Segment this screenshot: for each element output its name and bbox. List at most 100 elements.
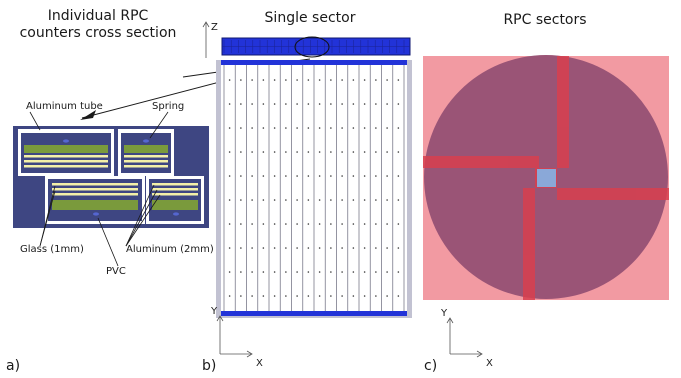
label-pvc: PVC: [106, 266, 126, 277]
wire-dot: [330, 127, 332, 129]
wire-dot: [330, 295, 332, 297]
wire-dot: [330, 151, 332, 153]
spring-icon: [143, 139, 149, 143]
wire-dot: [262, 295, 265, 297]
wire-dot: [375, 175, 377, 177]
wire-dot: [262, 247, 265, 249]
wire-dot: [273, 199, 276, 201]
wire-dot: [352, 271, 355, 273]
wire-dot: [363, 271, 366, 273]
label-aluminum-2mm: Aluminum (2mm): [126, 244, 214, 255]
wire-dot: [352, 199, 355, 201]
wire-dot: [318, 175, 321, 177]
wire-dot: [375, 271, 377, 273]
wire-dot: [318, 103, 321, 105]
panel-a-title-line1: Individual RPC: [48, 8, 149, 24]
wire-dot: [330, 79, 332, 81]
wire-dot: [386, 103, 388, 105]
panel-a-title-line2: counters cross section: [20, 25, 177, 41]
wire-dot: [341, 271, 343, 273]
wire-dot: [375, 247, 377, 249]
wire-dot: [240, 103, 242, 105]
wire-dot: [318, 127, 321, 129]
wire-dot: [318, 79, 321, 81]
wire-dot: [330, 103, 332, 105]
wire-dot: [296, 151, 298, 153]
panel-c-axis-y-label: Y: [440, 308, 448, 319]
wire-dot: [352, 223, 355, 225]
wire-dot: [228, 79, 231, 81]
wire-dot: [273, 271, 276, 273]
wire-dot: [240, 247, 242, 249]
wire-dot: [318, 295, 321, 297]
wire-dot: [363, 223, 366, 225]
panel-b-label: b): [202, 358, 216, 374]
wire-dot: [386, 247, 388, 249]
wire-dot: [285, 103, 287, 105]
panel-c-label: c): [424, 358, 437, 374]
wire-dot: [262, 79, 265, 81]
axis-y-label: Y: [210, 306, 218, 317]
spring-icon: [93, 212, 99, 216]
wire-dot: [375, 127, 377, 129]
wire-dot: [296, 103, 298, 105]
strip-segments: [222, 40, 410, 53]
wire-dot: [251, 151, 253, 153]
wire-dot: [285, 295, 287, 297]
wire-dot: [375, 79, 377, 81]
wire-dot: [240, 199, 242, 201]
rpc-tube-lines: [223, 65, 405, 311]
wire-dot: [386, 127, 388, 129]
wire-dot: [330, 223, 332, 225]
wire-dot: [307, 151, 310, 153]
panel-c-axis-x-label: X: [486, 358, 493, 369]
zoom-arrow-head: [80, 110, 96, 120]
sector-boundary-bars: [423, 56, 669, 300]
wire-dot: [397, 223, 400, 225]
panel-a-label: a): [6, 358, 20, 374]
wire-dot: [251, 199, 253, 201]
wire-dot: [341, 151, 343, 153]
axis-x-label: X: [256, 358, 263, 369]
wire-dot: [307, 295, 310, 297]
wire-dot: [285, 127, 287, 129]
wire-dot: [397, 247, 400, 249]
wire-dot: [251, 127, 253, 129]
axis-z-label: Z: [211, 22, 218, 33]
panel-b-title: Single sector: [265, 10, 356, 26]
wire-dot: [240, 127, 242, 129]
label-aluminum-tube: Aluminum tube: [26, 101, 103, 112]
wire-dot: [228, 247, 231, 249]
wire-dot: [251, 103, 253, 105]
label-glass: Glass (1mm): [20, 244, 84, 255]
zoom-circle: [294, 36, 330, 58]
wire-dot: [240, 271, 242, 273]
wire-dot: [307, 199, 310, 201]
panel-b: Single sector Z Y X b): [202, 10, 412, 374]
wire-dot: [285, 271, 287, 273]
wire-dot: [262, 271, 265, 273]
wire-dot: [307, 271, 310, 273]
wire-dot: [352, 103, 355, 105]
wire-dot: [262, 151, 265, 153]
wire-dot: [318, 223, 321, 225]
wire-dot: [262, 127, 265, 129]
wire-dot: [352, 175, 355, 177]
wire-dot: [285, 223, 287, 225]
panel-c-title: RPC sectors: [503, 12, 586, 28]
wire-dot: [296, 127, 298, 129]
wire-dot: [296, 199, 298, 201]
wire-dot: [375, 103, 377, 105]
wire-dot: [273, 103, 276, 105]
wire-dot: [296, 79, 298, 81]
wire-dot: [352, 79, 355, 81]
wire-dot: [352, 295, 355, 297]
wire-dot: [318, 199, 321, 201]
wire-dot: [352, 127, 355, 129]
panel-c-xy-axes: [446, 317, 483, 358]
wire-dot: [228, 295, 231, 297]
wire-dot: [307, 103, 310, 105]
wire-dot: [375, 151, 377, 153]
wire-dot: [285, 247, 287, 249]
wire-dot: [273, 175, 276, 177]
